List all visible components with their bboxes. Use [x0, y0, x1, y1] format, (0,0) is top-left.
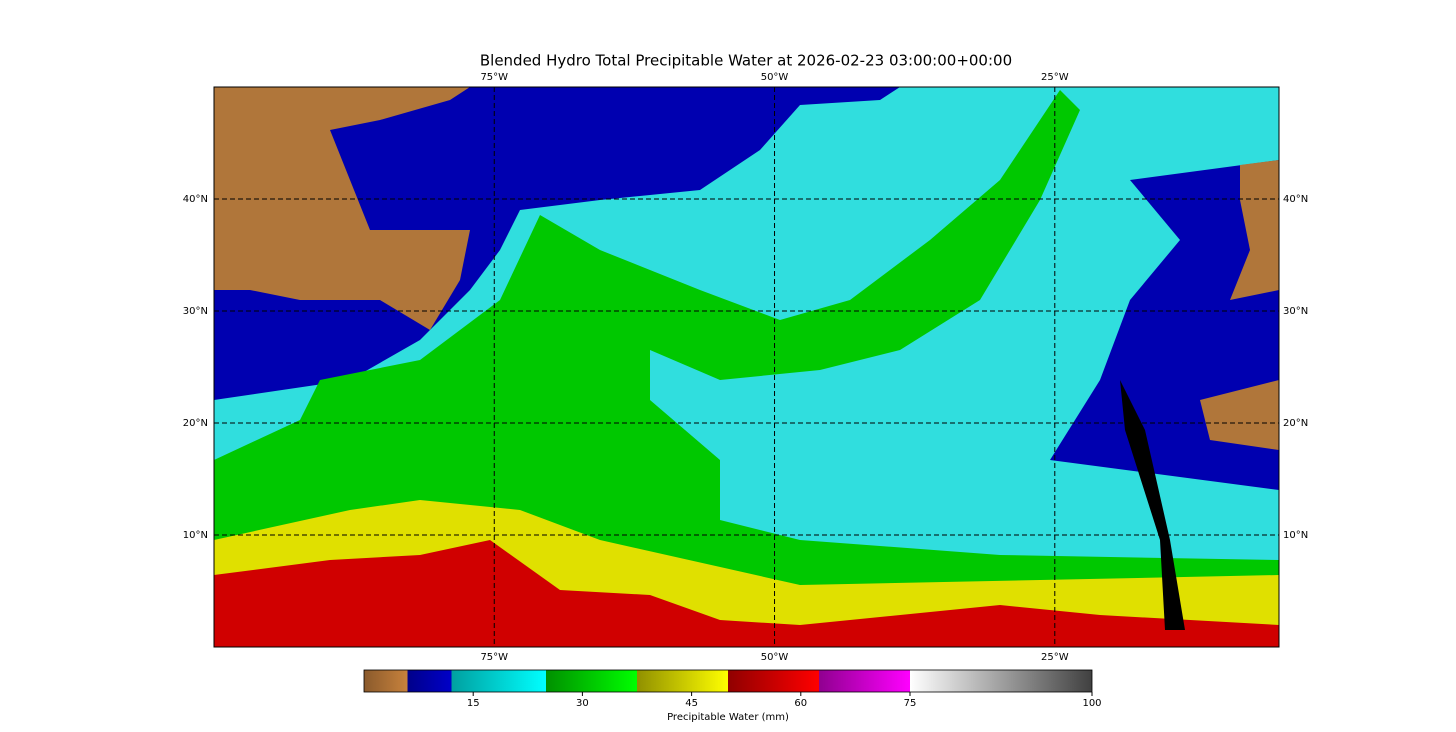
lat-label: 20°N	[183, 418, 208, 429]
lon-label: 25°W	[1041, 72, 1069, 83]
map-frame	[213, 86, 1280, 648]
lon-label: 25°W	[1041, 652, 1069, 663]
colorbar-tick-label: 30	[576, 698, 589, 709]
colorbar-label: Precipitable Water (mm)	[667, 712, 789, 723]
lat-label: 20°N	[1283, 418, 1308, 429]
lon-label: 50°W	[761, 72, 789, 83]
colorbar-tick-label: 75	[904, 698, 917, 709]
lat-label: 30°N	[183, 306, 208, 317]
lon-label: 50°W	[761, 652, 789, 663]
precipitable-water-field	[214, 87, 1279, 647]
colorbar-tick-label: 45	[685, 698, 698, 709]
lon-label: 75°W	[480, 72, 508, 83]
colorbar	[363, 669, 1093, 693]
lat-label: 40°N	[1283, 194, 1308, 205]
title: Blended Hydro Total Precipitable Water a…	[480, 52, 1012, 70]
lat-label: 30°N	[1283, 306, 1308, 317]
colorbar-tick-label: 100	[1082, 698, 1101, 709]
lat-label: 10°N	[183, 530, 208, 541]
lat-label: 40°N	[183, 194, 208, 205]
lat-label: 10°N	[1283, 530, 1308, 541]
lon-label: 75°W	[480, 652, 508, 663]
colorbar-tick-label: 60	[794, 698, 807, 709]
colorbar-tick-label: 15	[467, 698, 480, 709]
